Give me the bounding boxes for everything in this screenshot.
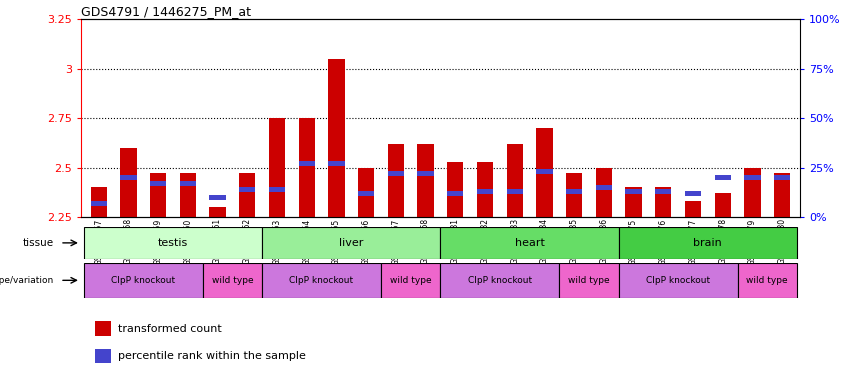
Bar [269, 187, 285, 192]
Bar [774, 174, 791, 217]
Bar [358, 167, 374, 217]
Text: genotype/variation: genotype/variation [0, 276, 54, 285]
Bar [328, 59, 345, 217]
Text: wild type: wild type [212, 276, 254, 285]
Bar [262, 263, 381, 298]
Bar [625, 189, 642, 194]
Bar [559, 263, 619, 298]
Bar [239, 187, 255, 192]
Text: percentile rank within the sample: percentile rank within the sample [118, 351, 306, 361]
Bar [536, 169, 552, 174]
Bar [381, 263, 440, 298]
Bar [95, 349, 111, 363]
Bar [506, 189, 523, 194]
Bar [239, 174, 255, 217]
Bar [120, 148, 136, 217]
Bar [596, 185, 612, 190]
Text: wild type: wild type [568, 276, 610, 285]
Bar [120, 175, 136, 180]
Bar [358, 191, 374, 196]
Bar [447, 191, 464, 196]
Bar [417, 171, 434, 176]
Text: wild type: wild type [746, 276, 788, 285]
Text: GDS4791 / 1446275_PM_at: GDS4791 / 1446275_PM_at [81, 5, 251, 18]
Bar [506, 144, 523, 217]
Bar [150, 174, 166, 217]
Bar [774, 175, 791, 180]
Bar [95, 321, 111, 336]
Bar [328, 161, 345, 166]
Bar [745, 175, 761, 180]
Bar [685, 201, 701, 217]
Bar [745, 167, 761, 217]
Bar [625, 187, 642, 217]
Text: ClpP knockout: ClpP knockout [468, 276, 532, 285]
Bar [596, 167, 612, 217]
Bar [685, 191, 701, 196]
Bar [447, 162, 464, 217]
Bar [203, 263, 262, 298]
Bar [440, 263, 559, 298]
Text: ClpP knockout: ClpP knockout [111, 276, 175, 285]
Text: testis: testis [157, 238, 188, 248]
Text: heart: heart [515, 238, 545, 248]
Text: tissue: tissue [23, 238, 54, 248]
Bar [440, 227, 619, 259]
Text: ClpP knockout: ClpP knockout [289, 276, 354, 285]
Bar [299, 161, 315, 166]
Bar [655, 187, 671, 217]
Bar [299, 118, 315, 217]
Bar [388, 171, 404, 176]
Bar [417, 144, 434, 217]
Bar [388, 144, 404, 217]
Bar [738, 263, 797, 298]
Bar [150, 181, 166, 186]
Bar [180, 174, 196, 217]
Bar [209, 207, 226, 217]
Bar [566, 174, 582, 217]
Bar [209, 195, 226, 200]
Text: liver: liver [339, 238, 363, 248]
Bar [83, 227, 262, 259]
Text: brain: brain [694, 238, 722, 248]
Bar [477, 162, 493, 217]
Bar [715, 193, 731, 217]
Bar [619, 263, 738, 298]
Bar [655, 189, 671, 194]
Text: wild type: wild type [390, 276, 431, 285]
Bar [715, 175, 731, 180]
Bar [83, 263, 203, 298]
Bar [619, 227, 797, 259]
Text: transformed count: transformed count [118, 324, 222, 334]
Bar [477, 189, 493, 194]
Bar [536, 128, 552, 217]
Text: ClpP knockout: ClpP knockout [646, 276, 711, 285]
Bar [90, 187, 107, 217]
Bar [90, 201, 107, 205]
Bar [269, 118, 285, 217]
Bar [180, 181, 196, 186]
Bar [566, 189, 582, 194]
Bar [262, 227, 440, 259]
